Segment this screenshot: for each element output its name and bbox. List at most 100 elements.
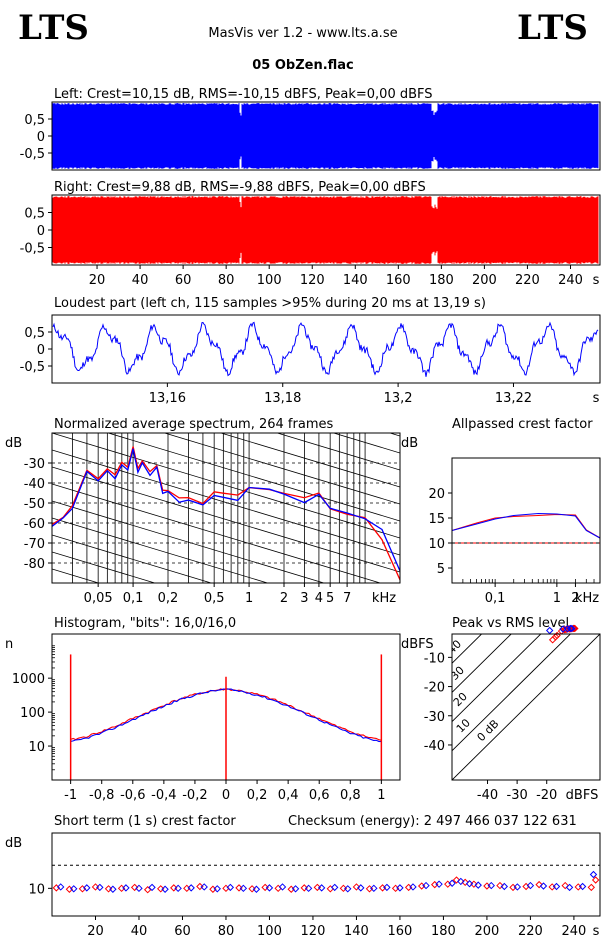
peakrms-ytick-label: -10 — [424, 651, 445, 666]
peakrms-point — [559, 625, 567, 633]
waveform-xtick-label: 20 — [89, 273, 106, 288]
stcrest-point — [104, 885, 113, 893]
histogram-xtick-label: 0,8 — [340, 788, 361, 803]
spectrum-ytick-label: -70 — [24, 537, 45, 552]
spectrum-slope-line — [52, 483, 382, 583]
histogram-ylabel: n — [5, 637, 13, 652]
waveform-title: Left: Crest=10,15 dB, RMS=-10,15 dBFS, P… — [54, 87, 433, 102]
peakrms-point — [548, 636, 557, 644]
stcrest-point — [535, 880, 543, 889]
waveform-xtick-label: 100 — [257, 273, 282, 288]
stcrest-point — [196, 882, 204, 891]
stcrest-point — [122, 884, 130, 892]
peakrms-point — [566, 624, 575, 633]
stcrest-point — [496, 881, 504, 890]
spectrum-xtick-label: 7 — [343, 591, 351, 606]
waveform-fill — [52, 196, 599, 264]
peakrms-xtick-label: -20 — [536, 788, 557, 803]
stcrest-xtick-label: 100 — [257, 924, 282, 939]
spectrum-series — [52, 448, 400, 572]
crest-ap-series — [451, 512, 601, 539]
stcrest-point — [578, 882, 587, 891]
loudest-ytick-label: 0 — [37, 343, 45, 358]
stcrest-point — [561, 881, 569, 890]
peakrms-crest-line — [452, 634, 512, 694]
stcrest-point — [587, 883, 596, 892]
stcrest-point — [487, 881, 495, 890]
stcrest-xtick-label: 140 — [344, 924, 369, 939]
stcrest-point — [91, 883, 100, 891]
spectrum-ylabel: dB — [5, 436, 22, 451]
stcrest-point — [291, 885, 300, 893]
crest-ap-ylabel: dB — [401, 436, 418, 451]
crest-ap-xtick-label: 0,1 — [485, 591, 506, 606]
stcrest-xtick-label: 180 — [431, 924, 456, 939]
stcrest-point — [352, 883, 361, 891]
stcrest-point — [304, 884, 313, 893]
peakrms-title: Peak vs RMS level — [452, 616, 569, 631]
waveform-xtick-label: 180 — [429, 273, 454, 288]
loudest-xtick-label: 13,18 — [264, 391, 301, 406]
peakrms-xunit: dBFS — [566, 788, 599, 803]
loudest-ytick-label: -0,5 — [20, 360, 45, 375]
crest-ap-xunit: kHz — [575, 591, 599, 606]
stcrest-point — [589, 870, 598, 879]
histogram-xtick-label: 1 — [377, 788, 385, 803]
stcrest-title: Short term (1 s) crest factor — [54, 814, 236, 829]
histogram-xtick-label: 0 — [222, 788, 230, 803]
spectrum-slope-lines — [52, 433, 400, 583]
histogram-xtick-label: 0,4 — [278, 788, 299, 803]
peakrms-crest-line — [452, 634, 542, 723]
stcrest-xtick-label: 60 — [174, 924, 191, 939]
peakrms-ytick-label: -30 — [424, 710, 445, 725]
stcrest-point — [339, 884, 348, 893]
spectrum-xtick-label: 1 — [245, 591, 253, 606]
spectrum-slope-line — [275, 433, 400, 471]
stcrest-point — [552, 882, 561, 891]
spectrum-ytick-label: -60 — [24, 517, 45, 532]
spectrum-slope-line — [52, 534, 213, 583]
crest-ap-ytick-label: 10 — [428, 537, 445, 552]
stcrest-point — [591, 876, 600, 884]
stcrest-point — [56, 883, 65, 891]
waveform-xtick-label: 240 — [558, 273, 583, 288]
stcrest-point — [474, 881, 482, 889]
stcrest-point — [465, 880, 474, 888]
crest-ap-xtick-label: 2 — [571, 591, 579, 606]
waveform-xtick-label: 160 — [386, 273, 411, 288]
spectrum-xtick-label: 2 — [280, 591, 288, 606]
stcrest-point — [161, 885, 169, 893]
waveform-ytick-label: 0,5 — [24, 113, 45, 128]
waveform-signal — [52, 196, 599, 264]
stcrest-point — [344, 885, 352, 893]
file-name: 05 ObZen.flac — [252, 58, 354, 73]
stcrest-xtick-label: 240 — [561, 924, 586, 939]
stcrest-point — [435, 880, 443, 888]
crest-ap-series — [451, 513, 601, 539]
waveform-xtick-label: 60 — [175, 273, 192, 288]
stcrest-point — [174, 884, 182, 893]
histogram-xtick-label: -0,8 — [89, 788, 114, 803]
stcrest-xtick-label: 160 — [388, 924, 413, 939]
spectrum-slope-line — [332, 433, 400, 454]
stcrest-point — [148, 883, 156, 892]
spectrum-frame — [51, 432, 401, 584]
stcrest-point — [96, 883, 104, 892]
crest-ap-ytick-label: 20 — [428, 487, 445, 502]
peakrms-crest-line — [452, 634, 572, 752]
spectrum-xunit: kHz — [372, 591, 396, 606]
spectrum-xtick-label: 4 — [315, 591, 323, 606]
stcrest-point — [261, 883, 269, 892]
histogram-ytick-label: 100 — [20, 706, 45, 721]
app-title: MasVis ver 1.2 - www.lts.a.se — [208, 26, 398, 41]
peakrms-crest-line — [452, 634, 483, 664]
spectrum-slope-line — [163, 433, 400, 505]
stcrest-xtick-label: 200 — [475, 924, 500, 939]
stcrest-point — [130, 883, 139, 892]
loudest-xunit: s — [593, 391, 600, 406]
crest-ap-frame — [451, 457, 601, 584]
spectrum-grid — [52, 433, 400, 583]
waveform-signal — [52, 103, 599, 169]
spectrum-slope-line — [219, 433, 400, 488]
stcrest-checksum: Checksum (energy): 2 497 466 037 122 631 — [288, 814, 577, 829]
